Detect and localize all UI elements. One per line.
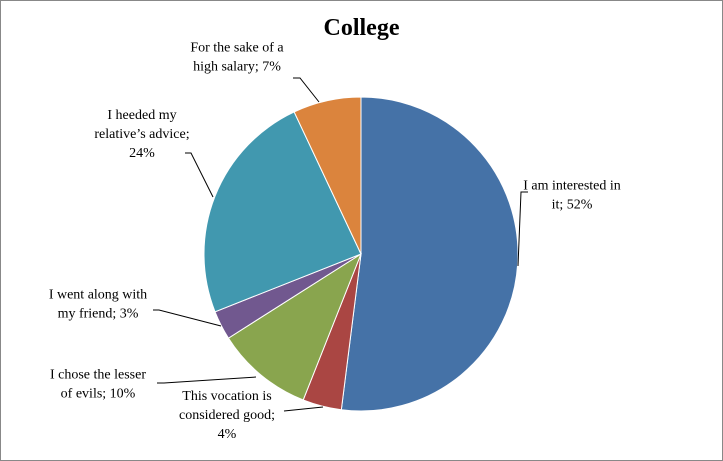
leader-line <box>185 152 214 198</box>
data-label: For the sake of a high salary; 7% <box>190 41 284 75</box>
data-label-line: This vocation is <box>182 389 271 404</box>
data-label: I went along with my friend; 3% <box>49 288 147 322</box>
pie-slice <box>293 96 362 255</box>
data-label-line: 24% <box>129 146 155 161</box>
pie-slice <box>340 96 519 412</box>
data-label-line: relative’s advice; <box>94 127 189 142</box>
leader-line <box>293 77 320 103</box>
leader-line <box>517 191 528 267</box>
data-label-line: I heeded my <box>107 108 176 123</box>
data-label-line: I went along with <box>49 288 147 303</box>
pie-slice <box>203 111 362 313</box>
data-label-line: high salary; 7% <box>193 60 281 75</box>
chart-title: College <box>323 15 400 41</box>
data-label-line: I chose the lesser <box>50 368 146 383</box>
data-label: I heeded my relative’s advice; 24% <box>94 108 189 161</box>
data-label-line: considered good; <box>179 408 275 423</box>
data-label: This vocation is considered good; 4% <box>179 389 275 442</box>
data-label: I chose the lesser of evils; 10% <box>50 368 146 402</box>
leader-line <box>283 406 324 412</box>
data-label-line: it; 52% <box>552 198 593 213</box>
data-label-line: 4% <box>218 427 237 442</box>
data-label-line: I am interested in <box>523 179 621 194</box>
data-label-line: For the sake of a <box>190 41 284 56</box>
leader-line <box>157 376 257 384</box>
data-label-line: my friend; 3% <box>58 307 139 322</box>
leader-line <box>153 309 222 327</box>
pie-slice <box>227 252 363 401</box>
data-label-line: of evils; 10% <box>61 387 136 402</box>
data-label: I am interested in it; 52% <box>523 179 621 213</box>
